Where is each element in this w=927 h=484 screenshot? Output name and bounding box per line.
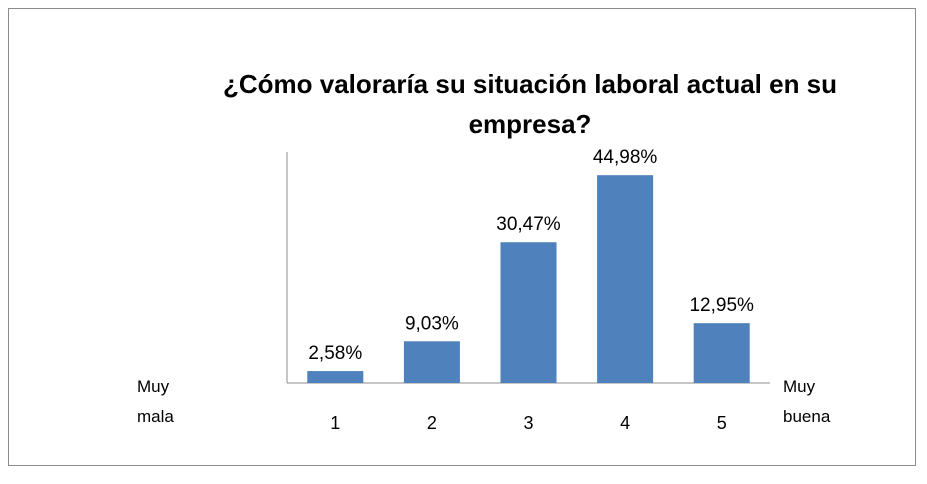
bar	[693, 323, 750, 383]
bar	[403, 341, 460, 383]
chart-title: ¿Cómo valoraría su situación laboral act…	[222, 69, 838, 139]
axis-annotation: Muy mala	[137, 377, 174, 426]
bar	[597, 175, 654, 383]
x-tick-label: 1	[330, 413, 340, 433]
data-label: 44,98%	[593, 147, 658, 168]
x-tick-label: 5	[717, 413, 727, 433]
data-label: 9,03%	[405, 313, 459, 334]
x-tick-label: 3	[523, 413, 533, 433]
chart-frame	[8, 8, 916, 466]
bar	[307, 371, 364, 383]
data-label: 30,47%	[496, 214, 561, 235]
bar	[500, 242, 557, 383]
x-tick-label: 2	[427, 413, 437, 433]
axis-annotation: Muy buena	[783, 377, 831, 426]
data-label: 2,58%	[308, 343, 362, 364]
x-tick-label: 4	[620, 413, 630, 433]
data-label: 12,95%	[689, 295, 754, 316]
